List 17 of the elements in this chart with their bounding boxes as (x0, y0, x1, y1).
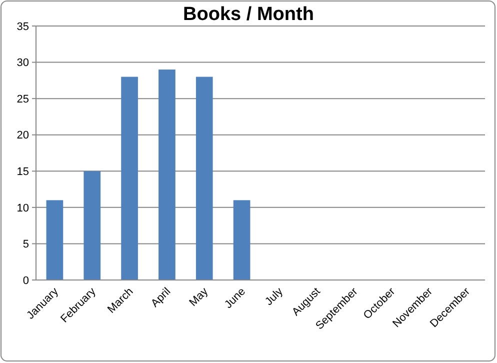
chart-title: Books / Month (183, 4, 314, 25)
bar (233, 200, 250, 280)
bar (158, 70, 176, 280)
y-tick-label: 0 (22, 274, 29, 287)
bar (196, 76, 213, 280)
y-tick-label: 35 (16, 20, 29, 33)
y-tick-label: 10 (16, 202, 29, 214)
y-tick-label: 15 (16, 166, 29, 178)
x-tick-label: July (263, 285, 286, 308)
y-tick-label: 5 (22, 238, 29, 251)
bar (121, 76, 138, 280)
x-tick-label: May (187, 285, 211, 309)
y-tick-label: 20 (16, 130, 29, 142)
bar (46, 200, 64, 280)
y-tick-label: 30 (16, 57, 29, 70)
y-tick-label: 25 (16, 93, 29, 106)
bar (84, 171, 101, 280)
